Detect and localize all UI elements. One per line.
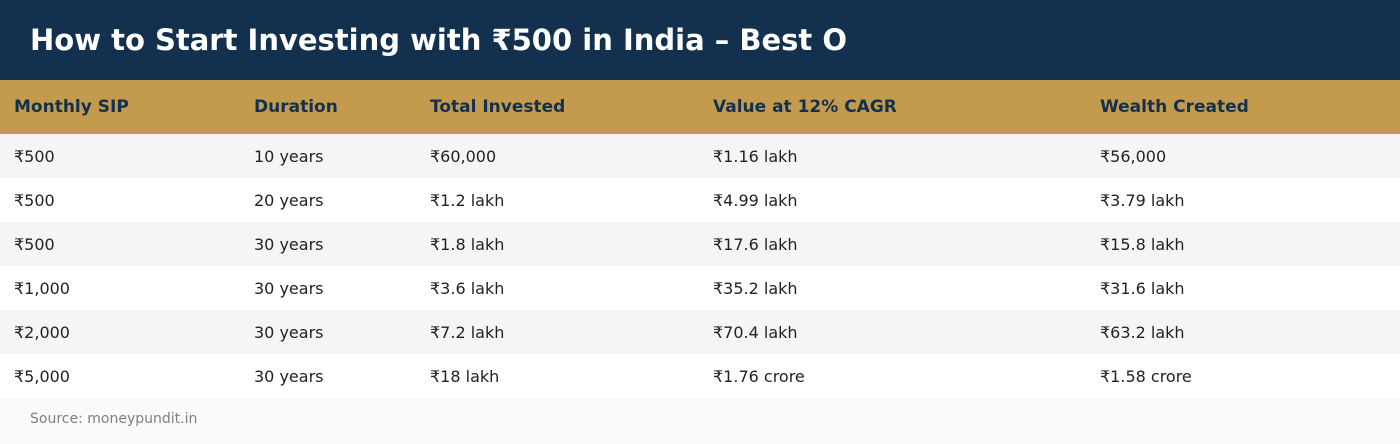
cell: ₹70.4 lakh: [699, 310, 1086, 354]
cell: 30 years: [240, 310, 416, 354]
cell: 20 years: [240, 178, 416, 222]
row: ₹2,000 30 years ₹7.2 lakh ₹70.4 lakh ₹63.2 l…: [0, 310, 1400, 354]
source: Source: moneypundit.in: [30, 411, 198, 427]
title: How to Start Investing with ₹500 in Indi…: [0, 0, 1400, 80]
cell: ₹500: [0, 222, 240, 266]
column-header: Duration: [240, 80, 416, 134]
cell: ₹7.2 lakh: [416, 310, 699, 354]
row: ₹500 20 years ₹1.2 lakh ₹4.99 lakh ₹3.79 lak…: [0, 178, 1400, 222]
cell: 30 years: [240, 266, 416, 310]
cell: ₹3.79 lakh: [1086, 178, 1400, 222]
cell: ₹56,000: [1086, 134, 1400, 178]
row: ₹500 10 years ₹60,000 ₹1.16 lakh ₹56,000: [0, 134, 1400, 178]
cell: ₹60,000: [416, 134, 699, 178]
column-header: Monthly SIP: [0, 80, 240, 134]
cell: ₹500: [0, 178, 240, 222]
row: ₹500 30 years ₹1.8 lakh ₹17.6 lakh ₹15.8 lak…: [0, 222, 1400, 266]
cell: ₹3.6 lakh: [416, 266, 699, 310]
cell: ₹5,000: [0, 354, 240, 398]
cell: ₹1,000: [0, 266, 240, 310]
column-header: Value at 12% CAGR: [699, 80, 1086, 134]
cell: ₹1.58 crore: [1086, 354, 1400, 398]
cell: ₹15.8 lakh: [1086, 222, 1400, 266]
column-header: Wealth Created: [1086, 80, 1400, 134]
row: ₹5,000 30 years ₹18 lakh ₹1.76 crore ₹1.58 c…: [0, 354, 1400, 398]
cell: ₹1.2 lakh: [416, 178, 699, 222]
cell: ₹500: [0, 134, 240, 178]
cell: 30 years: [240, 222, 416, 266]
header-row: Monthly SIP Duration Total Invested Value a…: [0, 80, 1400, 134]
table-body: ₹500 10 years ₹60,000 ₹1.16 lakh ₹56,000 ₹500…: [0, 134, 1400, 398]
cell: ₹63.2 lakh: [1086, 310, 1400, 354]
table: Monthly SIP Duration Total Invested Value a…: [0, 80, 1400, 398]
cell: ₹1.8 lakh: [416, 222, 699, 266]
cell: ₹18 lakh: [416, 354, 699, 398]
cell: ₹4.99 lakh: [699, 178, 1086, 222]
cell: ₹1.16 lakh: [699, 134, 1086, 178]
column-header: Total Invested: [416, 80, 699, 134]
row: ₹1,000 30 years ₹3.6 lakh ₹35.2 lakh ₹31.6 l…: [0, 266, 1400, 310]
cell: 10 years: [240, 134, 416, 178]
cell: ₹17.6 lakh: [699, 222, 1086, 266]
cell: 30 years: [240, 354, 416, 398]
cell: ₹1.76 crore: [699, 354, 1086, 398]
cell: ₹2,000: [0, 310, 240, 354]
cell: ₹31.6 lakh: [1086, 266, 1400, 310]
cell: ₹35.2 lakh: [699, 266, 1086, 310]
